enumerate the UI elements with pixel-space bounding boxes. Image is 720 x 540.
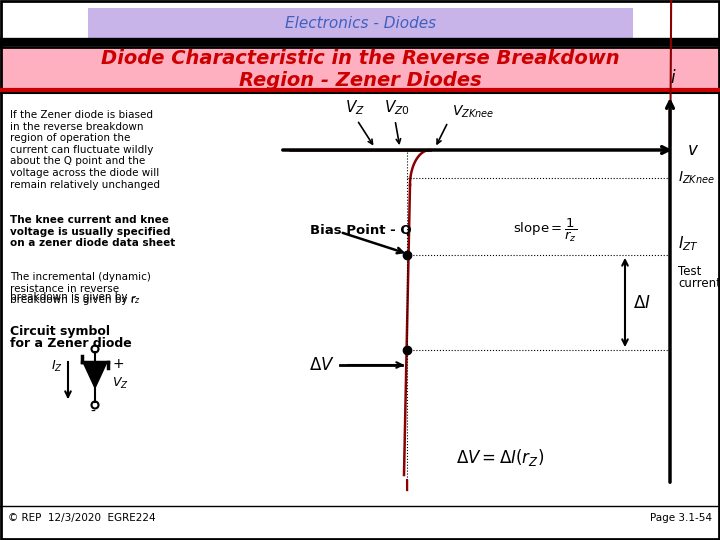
Text: $I_{ZT}$: $I_{ZT}$ (678, 234, 699, 253)
Text: The knee current and knee
voltage is usually specified
on a zener diode data she: The knee current and knee voltage is usu… (10, 215, 175, 248)
Text: $V_Z$: $V_Z$ (345, 98, 365, 117)
Text: $\Delta V$: $\Delta V$ (310, 356, 335, 374)
FancyBboxPatch shape (88, 8, 633, 38)
Text: $r_z$: $r_z$ (130, 293, 141, 306)
Text: Circuit symbol: Circuit symbol (10, 325, 110, 338)
Text: Electronics - Diodes: Electronics - Diodes (285, 16, 436, 30)
Text: -: - (91, 405, 96, 419)
Text: If the Zener diode is biased
in the reverse breakdown
region of operation the
cu: If the Zener diode is biased in the reve… (10, 110, 160, 190)
Text: The incremental (dynamic)
resistance in reverse
breakdown is given by r: The incremental (dynamic) resistance in … (10, 272, 151, 305)
Text: $I_Z$: $I_Z$ (51, 359, 63, 374)
Text: $V_{Z0}$: $V_{Z0}$ (384, 98, 410, 117)
Text: Diode Characteristic in the Reverse Breakdown
Region - Zener Diodes: Diode Characteristic in the Reverse Brea… (101, 49, 619, 90)
Text: +: + (112, 357, 124, 371)
Text: $V_{ZKnee}$: $V_{ZKnee}$ (452, 104, 494, 120)
Text: $\Delta V = \Delta I(r_Z)$: $\Delta V = \Delta I(r_Z)$ (456, 448, 544, 469)
Text: Page 3.1-54: Page 3.1-54 (650, 513, 712, 523)
Text: for a Zener diode: for a Zener diode (10, 337, 132, 350)
Text: Test: Test (678, 265, 701, 278)
Text: breakdown is given by: breakdown is given by (10, 292, 131, 302)
Text: $\mathrm{slope} = \dfrac{1}{r_z}$: $\mathrm{slope} = \dfrac{1}{r_z}$ (513, 217, 577, 244)
Text: $V_Z$: $V_Z$ (112, 375, 129, 390)
Text: current: current (678, 277, 720, 290)
Text: v: v (688, 141, 698, 159)
Text: © REP  12/3/2020  EGRE224: © REP 12/3/2020 EGRE224 (8, 513, 156, 523)
Polygon shape (83, 362, 107, 388)
FancyBboxPatch shape (0, 48, 720, 90)
Text: $I_{ZKnee}$: $I_{ZKnee}$ (678, 170, 715, 186)
Text: $\Delta I$: $\Delta I$ (633, 294, 651, 312)
Text: Bias Point - Q: Bias Point - Q (310, 224, 412, 237)
Text: i: i (671, 69, 675, 87)
